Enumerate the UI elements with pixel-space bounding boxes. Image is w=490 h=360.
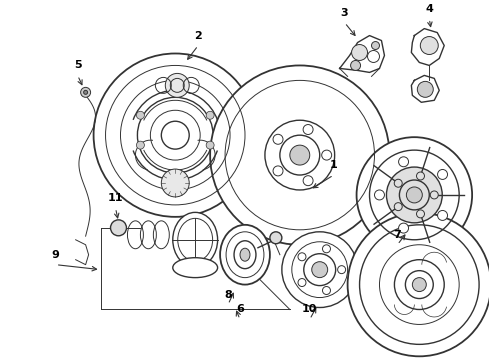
Circle shape bbox=[270, 232, 282, 244]
Circle shape bbox=[416, 210, 424, 218]
Circle shape bbox=[161, 169, 189, 197]
Circle shape bbox=[165, 73, 189, 97]
Circle shape bbox=[282, 232, 358, 307]
Circle shape bbox=[417, 81, 433, 97]
Circle shape bbox=[111, 220, 126, 236]
Circle shape bbox=[347, 213, 490, 356]
Circle shape bbox=[137, 97, 213, 173]
Circle shape bbox=[374, 190, 385, 200]
Circle shape bbox=[303, 125, 313, 135]
Circle shape bbox=[312, 262, 328, 278]
Circle shape bbox=[406, 187, 422, 203]
Circle shape bbox=[350, 60, 361, 71]
Circle shape bbox=[413, 278, 426, 292]
Text: 11: 11 bbox=[108, 193, 123, 203]
Circle shape bbox=[394, 203, 402, 211]
Circle shape bbox=[94, 54, 257, 217]
Circle shape bbox=[352, 45, 368, 60]
Circle shape bbox=[81, 87, 91, 97]
Circle shape bbox=[416, 172, 424, 180]
Circle shape bbox=[206, 141, 214, 149]
Circle shape bbox=[84, 90, 88, 94]
Circle shape bbox=[322, 287, 330, 294]
Text: 1: 1 bbox=[330, 160, 338, 170]
Circle shape bbox=[210, 66, 390, 245]
Circle shape bbox=[273, 166, 283, 176]
Circle shape bbox=[438, 170, 447, 179]
Circle shape bbox=[290, 145, 310, 165]
Text: 8: 8 bbox=[224, 289, 232, 300]
Text: 10: 10 bbox=[302, 305, 318, 315]
Text: 5: 5 bbox=[74, 60, 81, 71]
Circle shape bbox=[136, 141, 145, 149]
Circle shape bbox=[438, 211, 447, 220]
Circle shape bbox=[322, 150, 332, 160]
Text: 6: 6 bbox=[236, 305, 244, 315]
Circle shape bbox=[398, 157, 409, 167]
Circle shape bbox=[430, 191, 438, 199]
Text: 4: 4 bbox=[425, 4, 433, 14]
Circle shape bbox=[387, 167, 442, 223]
Text: 9: 9 bbox=[52, 250, 60, 260]
Circle shape bbox=[206, 111, 214, 119]
Ellipse shape bbox=[173, 212, 218, 267]
Circle shape bbox=[357, 137, 472, 253]
Circle shape bbox=[338, 266, 345, 274]
Circle shape bbox=[371, 41, 379, 50]
Circle shape bbox=[322, 245, 330, 253]
Ellipse shape bbox=[240, 248, 250, 261]
Ellipse shape bbox=[173, 258, 218, 278]
Circle shape bbox=[420, 37, 438, 54]
Text: 3: 3 bbox=[341, 8, 348, 18]
Circle shape bbox=[303, 176, 313, 186]
Circle shape bbox=[273, 134, 283, 144]
Ellipse shape bbox=[220, 225, 270, 285]
Circle shape bbox=[136, 111, 145, 119]
Circle shape bbox=[394, 179, 402, 187]
Text: 7: 7 bbox=[393, 230, 401, 240]
Circle shape bbox=[398, 223, 409, 233]
Circle shape bbox=[298, 279, 306, 287]
Circle shape bbox=[298, 253, 306, 261]
Text: 2: 2 bbox=[195, 31, 202, 41]
